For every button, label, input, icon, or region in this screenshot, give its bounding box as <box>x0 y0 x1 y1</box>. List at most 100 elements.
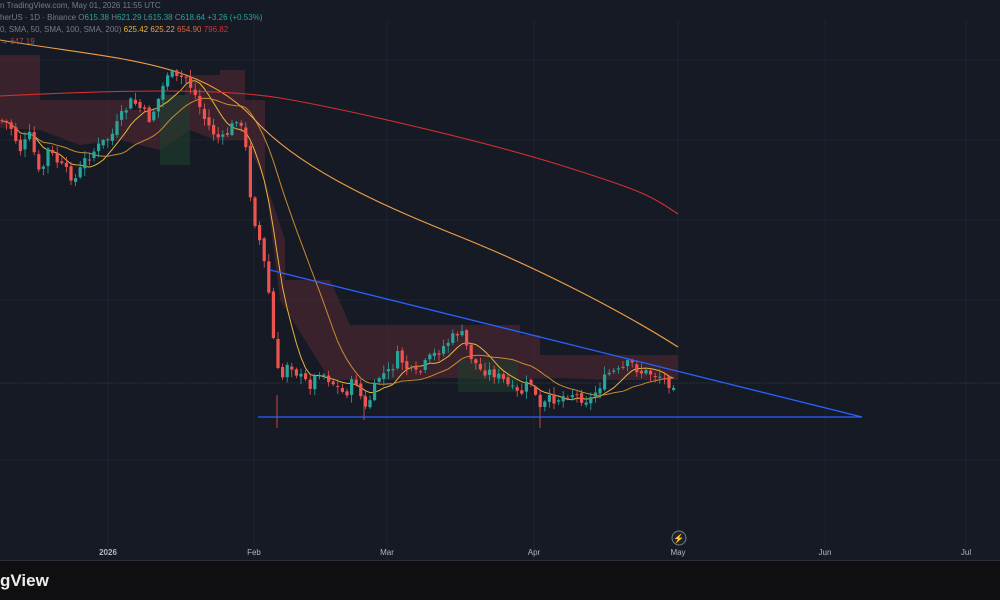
candle-body <box>322 374 326 376</box>
candle-body <box>170 71 174 77</box>
candle-body <box>9 122 13 129</box>
candle-body <box>340 388 344 392</box>
candle-body <box>317 375 321 377</box>
candle-body <box>179 75 183 77</box>
candle-body <box>138 101 142 108</box>
candle-body <box>400 350 404 363</box>
candle-body <box>294 369 298 376</box>
candle-body <box>55 152 59 163</box>
candle-body <box>69 166 73 181</box>
candle-body <box>97 143 101 152</box>
candle-body <box>630 360 634 363</box>
candle-body <box>276 338 280 368</box>
candle-body <box>212 124 216 135</box>
candle-body <box>110 133 114 141</box>
candle-body <box>166 75 170 87</box>
candle-body <box>0 120 4 122</box>
candle-body <box>92 151 96 158</box>
candle-body <box>37 154 41 170</box>
tradingview-logo[interactable]: gView <box>0 571 49 590</box>
candle-body <box>547 395 551 402</box>
candle-body <box>239 122 243 126</box>
chart-area[interactable]: 2026 Feb Mar Apr May Jun Jul ⚡ <box>0 0 1000 560</box>
candle-body <box>534 386 538 395</box>
candle-body <box>593 392 597 397</box>
candle-body <box>639 370 643 374</box>
candle-body <box>262 238 266 262</box>
legend-extra-row[interactable]: → 647.19 <box>0 36 700 48</box>
candle-body <box>524 381 528 392</box>
x-tick-label: Jul <box>961 548 971 557</box>
sma-line-2 <box>1 97 674 396</box>
candle-body <box>667 376 671 388</box>
candle-body <box>612 370 616 372</box>
candle-body <box>46 148 50 166</box>
candle-body <box>543 401 547 407</box>
event-marker[interactable]: ⚡ <box>671 530 687 546</box>
source-text: n TradingView.com, May 01, 2026 11:55 UT… <box>0 1 161 10</box>
candle-body <box>478 363 482 370</box>
legend-ma-row[interactable]: 0, SMA, 50, SMA, 100, SMA, 200) 625.42 6… <box>0 24 700 36</box>
trendlines <box>258 269 863 418</box>
price-chart[interactable]: 2026 Feb Mar Apr May Jun Jul ⚡ <box>0 0 1000 560</box>
candle-body <box>653 376 657 378</box>
candle-body <box>5 120 9 123</box>
candlesticks <box>0 69 676 428</box>
candle-body <box>607 372 611 375</box>
low-label: L <box>143 13 149 22</box>
lightning-icon: ⚡ <box>673 533 684 545</box>
candle-body <box>658 376 662 378</box>
candle-body <box>382 373 386 379</box>
ma-value-4: 796.82 <box>203 25 229 34</box>
candle-body <box>483 370 487 376</box>
x-tick-label: Apr <box>528 548 541 557</box>
candle-body <box>354 379 358 385</box>
candle-body <box>575 394 579 396</box>
candle-body <box>492 369 496 378</box>
candle-body <box>115 121 119 135</box>
candle-body <box>589 397 593 404</box>
candle-body <box>474 359 478 364</box>
candle-body <box>672 387 676 390</box>
candle-body <box>101 140 105 146</box>
candle-body <box>515 387 519 391</box>
candle-body <box>290 366 294 370</box>
x-tick-label: 2026 <box>99 548 117 557</box>
cloud-bands <box>0 55 678 392</box>
candle-body <box>644 370 648 374</box>
candle-body <box>488 369 492 376</box>
open-label: O <box>78 13 85 22</box>
candle-body <box>359 383 363 397</box>
candle-body <box>304 373 308 380</box>
candle-body <box>442 346 446 354</box>
candle-body <box>437 353 441 355</box>
candle-body <box>285 364 289 378</box>
candle-body <box>511 385 515 387</box>
candle-body <box>465 330 469 346</box>
legend-ohlc-row[interactable]: herUS · 1D · Binance O615.38 H621.29 L61… <box>0 12 700 24</box>
candle-body <box>396 351 400 369</box>
high-value: 621.29 <box>116 13 142 22</box>
ma-value-1: 625.42 <box>123 25 149 34</box>
candle-body <box>626 360 630 367</box>
cloud-green <box>458 360 518 392</box>
open-value: 615.38 <box>84 13 109 22</box>
close-label: C <box>174 13 181 22</box>
candle-body <box>207 117 211 126</box>
candle-body <box>616 368 620 370</box>
candle-body <box>193 89 197 96</box>
candle-body <box>124 110 128 113</box>
candle-body <box>313 375 317 390</box>
candle-body <box>78 167 82 178</box>
candle-body <box>152 111 156 121</box>
candle-body <box>202 108 206 119</box>
candle-body <box>156 98 160 112</box>
candle-body <box>74 178 78 182</box>
candle-body <box>23 139 27 150</box>
candle-body <box>32 132 36 153</box>
symbol-text: herUS · 1D · Binance <box>0 13 77 22</box>
low-value: 615.38 <box>148 13 173 22</box>
candle-body <box>235 122 239 124</box>
candle-body <box>451 333 455 343</box>
x-tick-label: Feb <box>247 548 261 557</box>
